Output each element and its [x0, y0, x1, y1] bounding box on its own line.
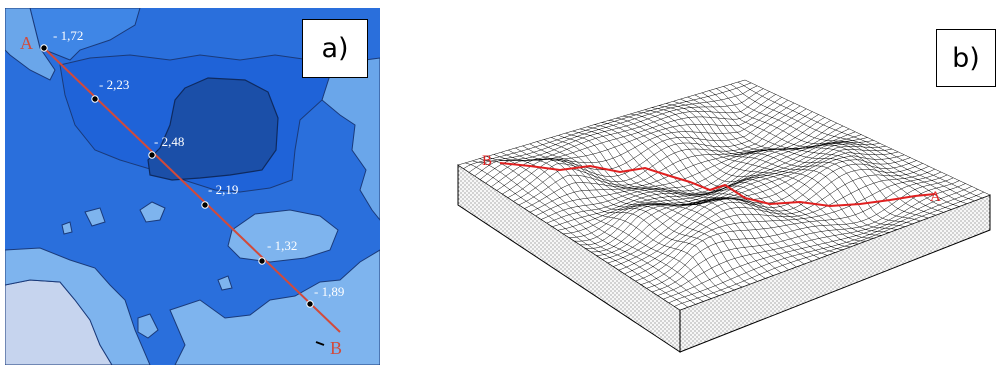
mesh-line-v — [615, 118, 851, 248]
mesh-line-v — [529, 143, 758, 282]
mesh-line-v — [622, 115, 859, 245]
shallow-zone-bottom-right — [169, 249, 380, 365]
mesh-line-v — [572, 130, 805, 265]
mesh-line-v — [522, 145, 750, 285]
island-small-5 — [217, 275, 233, 291]
depth-label-6: - 1,89 — [314, 284, 344, 299]
mesh-line-v — [666, 103, 905, 227]
shallow-zone-top-left — [5, 8, 56, 81]
profile-line-b-a — [499, 162, 936, 208]
mesh-line-v — [536, 141, 766, 279]
profile-line-a-b — [43, 47, 341, 333]
mesh-line-v — [493, 154, 719, 296]
sample-point-3 — [148, 151, 156, 159]
mesh-line-v — [508, 149, 735, 291]
mesh-line-v — [479, 158, 704, 302]
mesh-line-v — [486, 156, 712, 299]
sample-point-5 — [258, 257, 266, 265]
mesh-line-v — [637, 111, 874, 239]
depth-zone-deepest — [147, 77, 279, 181]
mesh-line-v — [472, 160, 696, 305]
island-small-3 — [61, 221, 73, 235]
mesh-line-v — [579, 128, 812, 262]
depth-label-3: - 2,48 — [154, 134, 184, 149]
small-marker — [315, 341, 325, 346]
mesh-line-v — [644, 109, 882, 236]
endpoint-label-a: A — [20, 33, 33, 53]
depth-label-2: - 2,23 — [99, 77, 129, 92]
mesh-line-v — [587, 126, 820, 259]
mesh-line-v — [543, 139, 774, 276]
mesh-line-v — [565, 132, 797, 268]
mesh-line-v — [457, 164, 681, 311]
panel-label-b: b) — [936, 29, 996, 87]
wireframe-mesh — [457, 79, 991, 311]
panel-b-3d-surface: B A — [457, 79, 991, 353]
shallow-zone-lower-left — [5, 247, 151, 365]
endpoint-label-b-3d: B — [482, 153, 492, 169]
depth-label-1: - 1,72 — [53, 28, 83, 43]
island-small-2 — [84, 207, 106, 227]
mesh-line-v — [630, 113, 866, 242]
island-small-4 — [137, 313, 159, 339]
mesh-line-v — [558, 135, 789, 270]
surface-fill — [458, 80, 990, 310]
depth-label-4: - 2,19 — [208, 182, 238, 197]
endpoint-label-a-3d: A — [930, 189, 941, 205]
mesh-line-v — [716, 88, 960, 207]
mesh-line-v — [701, 92, 944, 213]
mesh-line-v — [708, 90, 952, 210]
mesh-line-v — [730, 84, 975, 202]
sample-point-2 — [91, 95, 99, 103]
island-small-1 — [139, 201, 166, 223]
mesh-line-v — [594, 124, 828, 256]
mesh-line-v — [737, 81, 983, 199]
island-shoal — [227, 209, 339, 263]
mesh-line-v — [680, 98, 921, 222]
mesh-line-v — [658, 105, 898, 230]
mesh-line-v — [465, 162, 688, 308]
sample-point-4 — [201, 201, 209, 209]
mesh-line-v — [651, 107, 890, 233]
depth-label-5: - 1,32 — [267, 238, 297, 253]
mesh-line-v — [601, 122, 836, 253]
mesh-line-v — [723, 86, 967, 204]
endpoint-label-b: B — [330, 338, 342, 358]
panel-label-a: a) — [302, 19, 368, 78]
mesh-line-v — [673, 101, 913, 225]
mesh-line-v — [744, 79, 991, 196]
sample-point-1 — [40, 44, 48, 52]
sample-point-6 — [306, 300, 314, 308]
mesh-line-v — [694, 94, 936, 216]
mesh-line-v — [551, 137, 781, 273]
mesh-line-v — [500, 152, 727, 294]
